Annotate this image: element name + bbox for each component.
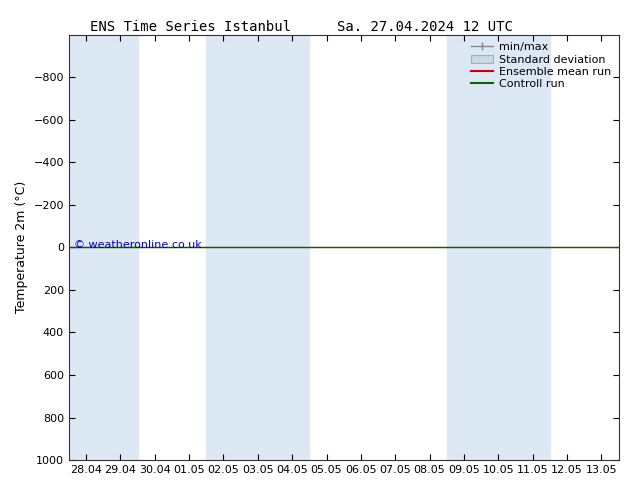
Legend: min/max, Standard deviation, Ensemble mean run, Controll run: min/max, Standard deviation, Ensemble me…	[469, 40, 613, 91]
Text: ENS Time Series Istanbul: ENS Time Series Istanbul	[89, 20, 291, 34]
Text: Sa. 27.04.2024 12 UTC: Sa. 27.04.2024 12 UTC	[337, 20, 513, 34]
Bar	[206, 35, 309, 460]
Y-axis label: Temperature 2m (°C): Temperature 2m (°C)	[15, 181, 28, 314]
Text: © weatheronline.co.uk: © weatheronline.co.uk	[74, 240, 202, 250]
Bar	[69, 35, 138, 460]
Bar	[447, 35, 550, 460]
